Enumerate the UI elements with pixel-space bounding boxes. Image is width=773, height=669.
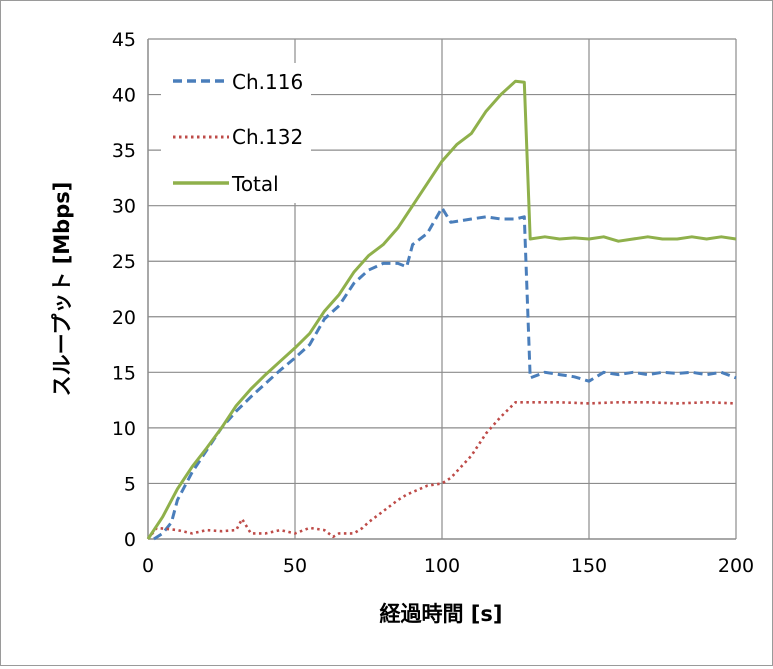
legend-background <box>161 63 311 203</box>
legend-label-ch132: Ch.132 <box>232 125 303 149</box>
y-tick-label: 40 <box>112 85 136 107</box>
y-tick-label: 35 <box>112 140 136 162</box>
y-tick-label: 45 <box>112 29 136 51</box>
tick-layer: 0 5 10 15 20 25 30 35 40 45 0 50 100 150 200 <box>112 29 754 577</box>
y-tick-label: 25 <box>112 251 136 273</box>
y-tick-label: 5 <box>124 473 136 495</box>
series-line-total <box>146 79 737 540</box>
y-tick-label: 0 <box>124 529 136 551</box>
y-tick-label: 20 <box>112 307 136 329</box>
x-tick-label: 0 <box>142 555 154 577</box>
y-tick-label: 15 <box>112 362 136 384</box>
y-axis-title: スループット [Mbps] <box>50 182 74 397</box>
series-layer <box>146 79 737 541</box>
x-tick-label: 150 <box>571 555 607 577</box>
y-tick-label: 30 <box>112 196 136 218</box>
legend: Ch.116 Ch.132 Total <box>161 63 311 203</box>
x-axis-title: 経過時間 [s] <box>379 602 502 626</box>
x-tick-label: 200 <box>718 555 754 577</box>
legend-label-total: Total <box>231 172 279 196</box>
legend-label-ch116: Ch.116 <box>232 70 303 94</box>
series-line-ch116 <box>153 206 737 541</box>
x-tick-label: 50 <box>283 555 307 577</box>
y-tick-label: 10 <box>112 418 136 440</box>
x-tick-label: 100 <box>424 555 460 577</box>
